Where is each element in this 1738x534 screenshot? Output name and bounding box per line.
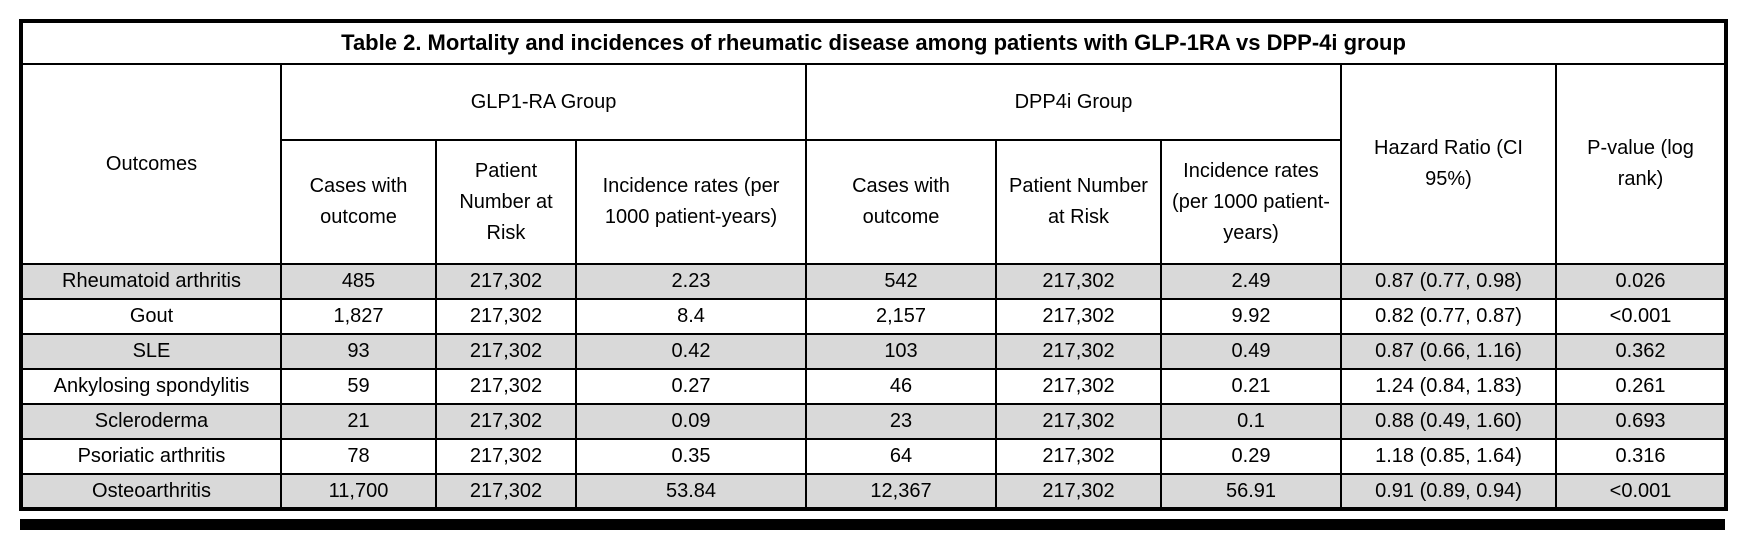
table-row-gout: Gout 1,827 217,302 8.4 2,157 217,302 9.9… [20, 298, 1728, 335]
dpp-cases-cell: 23 [805, 403, 997, 440]
dpp-incidence-cell: 0.29 [1160, 438, 1342, 475]
glp-incidence-cell: 0.27 [575, 368, 807, 405]
dpp-patients-cell: 217,302 [995, 438, 1162, 475]
pvalue-cell: 0.316 [1554, 438, 1728, 475]
table-row-scleroderma: Scleroderma 21 217,302 0.09 23 217,302 0… [20, 403, 1728, 440]
glp-patients-cell: 217,302 [435, 403, 577, 440]
sub-header-row: Cases with outcome Patient Number at Ris… [21, 139, 1726, 265]
hazard-ratio-cell: 0.91 (0.89, 0.94) [1340, 473, 1557, 510]
col-header-pvalue: P-value (log rank) [1554, 63, 1728, 265]
outcome-cell: Ankylosing spondylitis [20, 368, 282, 405]
pvalue-cell: <0.001 [1554, 473, 1728, 510]
col-header-dpp-incidence: Incidence rates (per 1000 patient-years) [1160, 139, 1342, 265]
pvalue-cell: 0.362 [1554, 333, 1728, 370]
pvalue-cell: 0.026 [1554, 263, 1728, 300]
col-header-outcomes: Outcomes [20, 63, 282, 265]
dpp-cases-cell: 103 [805, 333, 997, 370]
glp-cases-cell: 11,700 [280, 473, 437, 510]
bottom-rule [20, 519, 1725, 530]
col-header-hazard-ratio: Hazard Ratio (CI 95%) [1340, 63, 1557, 265]
dpp-incidence-cell: 0.21 [1160, 368, 1342, 405]
table-row-osteoarthritis: Osteoarthritis 11,700 217,302 53.84 12,3… [20, 473, 1728, 510]
dpp-incidence-cell: 9.92 [1160, 298, 1342, 335]
dpp-cases-cell: 46 [805, 368, 997, 405]
outcome-cell: SLE [20, 333, 282, 370]
table-row-ankylosing-spondylitis: Ankylosing spondylitis 59 217,302 0.27 4… [20, 368, 1728, 405]
glp-cases-cell: 59 [280, 368, 437, 405]
col-header-dpp-group: DPP4i Group [805, 63, 1342, 141]
glp-cases-cell: 485 [280, 263, 437, 300]
hazard-ratio-cell: 0.87 (0.66, 1.16) [1340, 333, 1557, 370]
glp-cases-cell: 21 [280, 403, 437, 440]
dpp-patients-cell: 217,302 [995, 473, 1162, 510]
dpp-incidence-cell: 0.49 [1160, 333, 1342, 370]
dpp-patients-cell: 217,302 [995, 263, 1162, 300]
col-header-dpp-patients: Patient Number at Risk [995, 139, 1162, 265]
hazard-ratio-cell: 1.24 (0.84, 1.83) [1340, 368, 1557, 405]
outcome-cell: Osteoarthritis [20, 473, 282, 510]
dpp-cases-cell: 64 [805, 438, 997, 475]
dpp-patients-cell: 217,302 [995, 298, 1162, 335]
table-row-rheumatoid-arthritis: Rheumatoid arthritis 485 217,302 2.23 54… [20, 263, 1728, 300]
hazard-ratio-cell: 0.87 (0.77, 0.98) [1340, 263, 1557, 300]
dpp-cases-cell: 542 [805, 263, 997, 300]
pvalue-cell: 0.693 [1554, 403, 1728, 440]
hazard-ratio-cell: 0.82 (0.77, 0.87) [1340, 298, 1557, 335]
dpp-incidence-cell: 0.1 [1160, 403, 1342, 440]
glp-cases-cell: 78 [280, 438, 437, 475]
dpp-patients-cell: 217,302 [995, 333, 1162, 370]
outcome-cell: Gout [20, 298, 282, 335]
dpp-incidence-cell: 2.49 [1160, 263, 1342, 300]
glp-incidence-cell: 0.42 [575, 333, 807, 370]
glp-cases-cell: 93 [280, 333, 437, 370]
col-header-dpp-cases: Cases with outcome [805, 139, 997, 265]
hazard-ratio-cell: 1.18 (0.85, 1.64) [1340, 438, 1557, 475]
table-row-psoriatic-arthritis: Psoriatic arthritis 78 217,302 0.35 64 2… [20, 438, 1728, 475]
dpp-patients-cell: 217,302 [995, 368, 1162, 405]
group-header-row: Outcomes GLP1-RA Group DPP4i Group Hazar… [20, 63, 1728, 265]
dpp-cases-cell: 2,157 [805, 298, 997, 335]
hazard-ratio-cell: 0.88 (0.49, 1.60) [1340, 403, 1557, 440]
dpp-patients-cell: 217,302 [995, 403, 1162, 440]
pvalue-cell: 0.261 [1554, 368, 1728, 405]
glp-patients-cell: 217,302 [435, 263, 577, 300]
glp-incidence-cell: 53.84 [575, 473, 807, 510]
table-row-sle: SLE 93 217,302 0.42 103 217,302 0.49 0.8… [20, 333, 1728, 370]
glp-incidence-cell: 2.23 [575, 263, 807, 300]
outcome-cell: Psoriatic arthritis [20, 438, 282, 475]
table-title-row: Table 2. Mortality and incidences of rhe… [19, 20, 1728, 65]
glp-patients-cell: 217,302 [435, 473, 577, 510]
glp-cases-cell: 1,827 [280, 298, 437, 335]
dpp-cases-cell: 12,367 [805, 473, 997, 510]
col-header-glp-group: GLP1-RA Group [280, 63, 807, 141]
pvalue-cell: <0.001 [1554, 298, 1728, 335]
glp-patients-cell: 217,302 [435, 333, 577, 370]
table-title: Table 2. Mortality and incidences of rhe… [19, 20, 1728, 65]
col-header-glp-incidence: Incidence rates (per 1000 patient-years) [575, 139, 807, 265]
outcome-cell: Scleroderma [20, 403, 282, 440]
outcome-cell: Rheumatoid arthritis [20, 263, 282, 300]
glp-incidence-cell: 0.35 [575, 438, 807, 475]
col-header-glp-patients: Patient Number at Risk [435, 139, 577, 265]
col-header-glp-cases: Cases with outcome [280, 139, 437, 265]
glp-incidence-cell: 0.09 [575, 403, 807, 440]
glp-incidence-cell: 8.4 [575, 298, 807, 335]
mortality-incidence-table: Table 2. Mortality and incidences of rhe… [19, 19, 1729, 511]
dpp-incidence-cell: 56.91 [1160, 473, 1342, 510]
glp-patients-cell: 217,302 [435, 438, 577, 475]
glp-patients-cell: 217,302 [435, 368, 577, 405]
glp-patients-cell: 217,302 [435, 298, 577, 335]
